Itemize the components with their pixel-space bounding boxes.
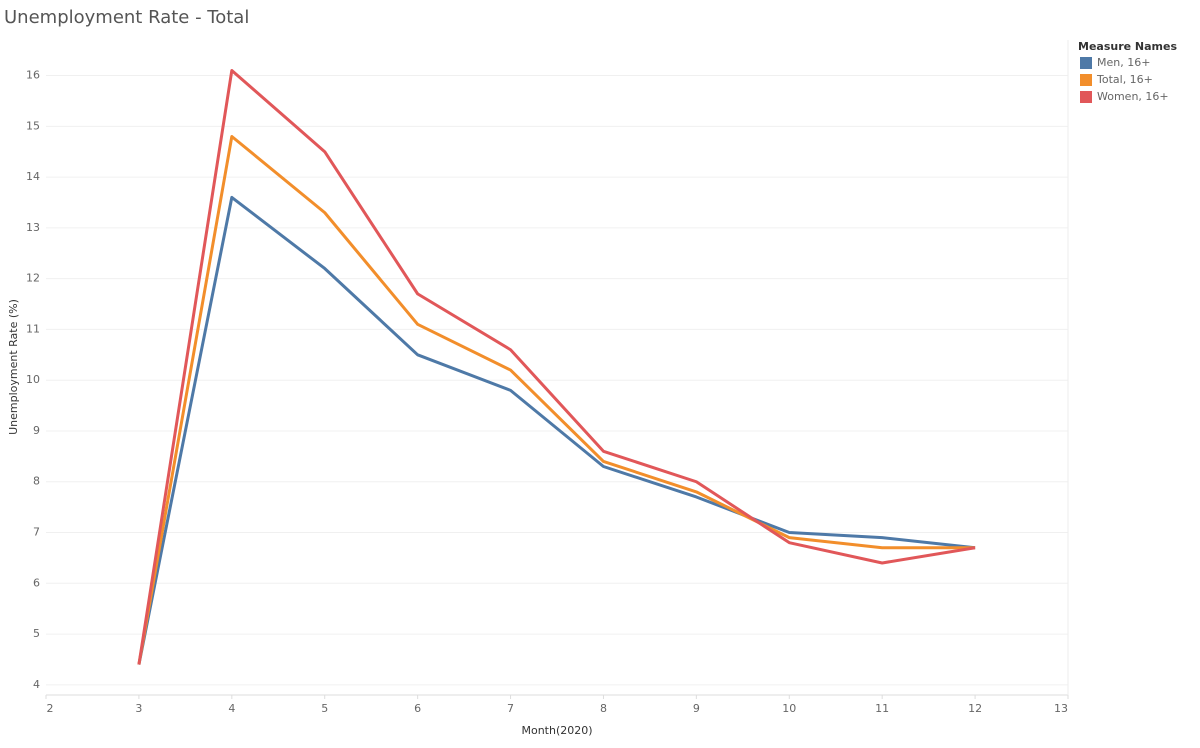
- y-tick-label: 12: [26, 272, 40, 285]
- chart-title: Unemployment Rate - Total: [4, 7, 249, 28]
- y-tick-label: 4: [33, 678, 40, 691]
- y-tick-label: 5: [33, 627, 40, 640]
- x-tick-label: 13: [1054, 702, 1068, 715]
- x-tick-label: 3: [135, 702, 142, 715]
- x-tick-label: 5: [321, 702, 328, 715]
- x-tick-label: 8: [600, 702, 607, 715]
- series-line: [137, 195, 976, 665]
- legend-label: Women, 16+: [1097, 90, 1169, 103]
- legend-label: Total, 16+: [1096, 73, 1153, 86]
- y-axis-label: Unemployment Rate (%): [7, 299, 20, 435]
- y-tick-label: 13: [26, 221, 40, 234]
- y-tick-label: 7: [33, 526, 40, 539]
- legend-title: Measure Names: [1078, 40, 1177, 53]
- y-tick-label: 6: [33, 576, 40, 589]
- series-line: [137, 134, 976, 665]
- y-tick-label: 11: [26, 322, 40, 335]
- legend-swatch: [1080, 57, 1092, 69]
- x-tick-label: 10: [782, 702, 796, 715]
- x-tick-label: 6: [414, 702, 421, 715]
- y-tick-label: 15: [26, 119, 40, 132]
- y-tick-label: 16: [26, 69, 40, 82]
- x-tick-label: 2: [47, 702, 54, 715]
- x-tick-label: 12: [968, 702, 982, 715]
- x-tick-label: 11: [875, 702, 889, 715]
- legend-swatch: [1080, 91, 1092, 103]
- y-tick-label: 8: [33, 475, 40, 488]
- x-tick-label: 7: [507, 702, 514, 715]
- y-tick-label: 9: [33, 424, 40, 437]
- series-line: [137, 68, 976, 665]
- x-axis-label: Month(2020): [521, 724, 592, 737]
- y-tick-label: 14: [26, 170, 40, 183]
- y-tick-label: 10: [26, 373, 40, 386]
- legend-swatch: [1080, 74, 1092, 86]
- x-tick-label: 9: [693, 702, 700, 715]
- legend-label: Men, 16+: [1097, 56, 1150, 69]
- x-tick-label: 4: [228, 702, 235, 715]
